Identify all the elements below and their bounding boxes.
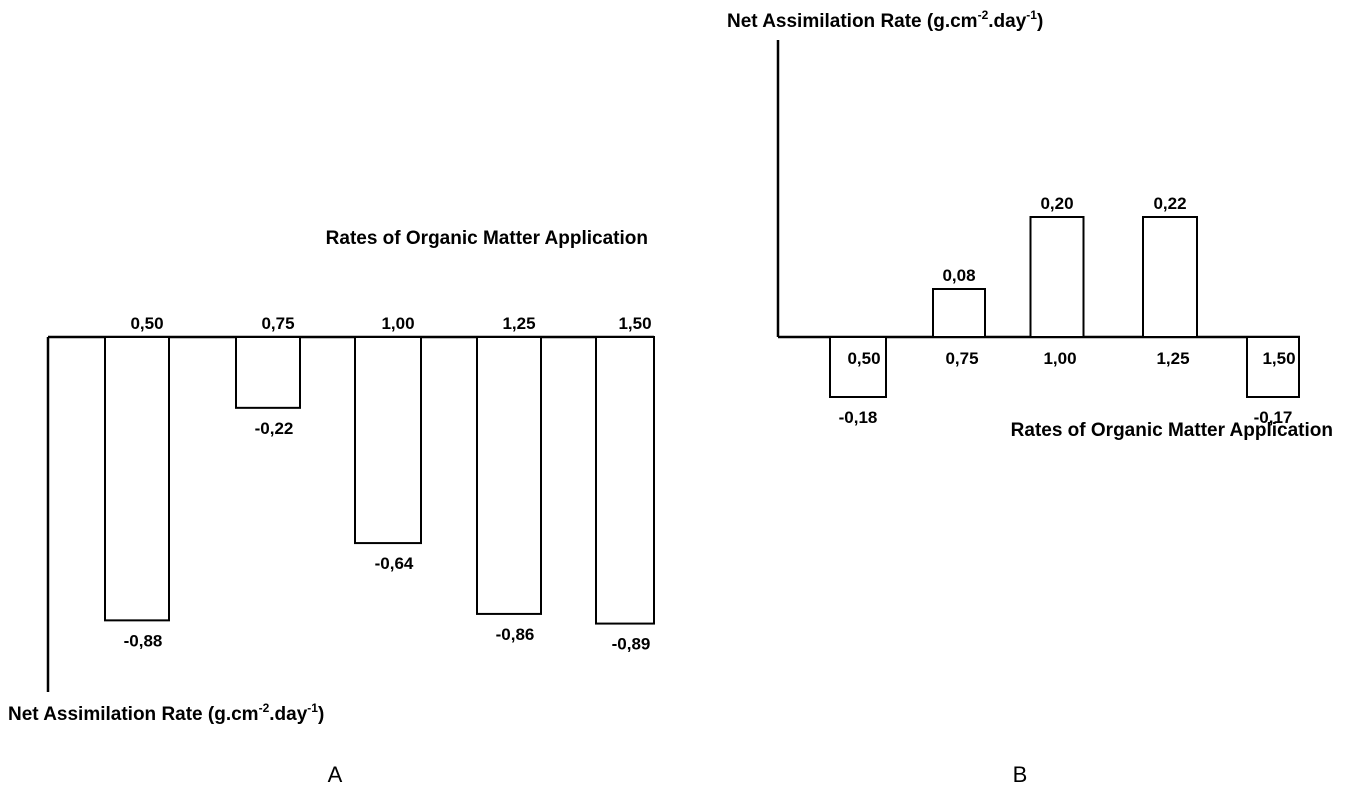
panel-b-label: B — [1013, 762, 1028, 787]
panel-b-ylabel-part3: ) — [1037, 11, 1043, 32]
panel-b-category-label: 1,00 — [1043, 349, 1076, 368]
panel-a-ylabel-sup1: -2 — [259, 701, 270, 715]
panel-b-category-label: 0,75 — [945, 349, 978, 368]
panel-b-y-axis-title: Net Assimilation Rate (g.cm-2.day-1) — [727, 8, 1043, 32]
panel-b-value-label: 0,20 — [1040, 194, 1073, 213]
panel-a-ylabel-part2: .day — [269, 704, 307, 725]
panel-a-value-label: -0,88 — [124, 631, 163, 650]
panel-b-category-labels: 0,50 0,75 1,00 1,25 1,50 — [847, 349, 1295, 368]
panel-b-category-label: 1,25 — [1156, 349, 1189, 368]
panel-a-value-label: -0,86 — [496, 625, 535, 644]
panel-b-value-label: 0,22 — [1153, 194, 1186, 213]
panel-b-bar — [1142, 216, 1198, 338]
panel-b-value-label: -0,17 — [1254, 408, 1293, 427]
panel-b-category-label: 1,50 — [1262, 349, 1295, 368]
panel-a-category-label: 1,50 — [618, 314, 651, 333]
panel-b-ylabel-part1: Net Assimilation Rate (g.cm — [727, 11, 978, 32]
panel-a-category-labels: 0,50 0,75 1,00 1,25 1,50 — [130, 314, 651, 333]
panel-a-ylabel-part3: ) — [318, 704, 324, 725]
panel-b-value-label: -0,18 — [839, 408, 878, 427]
panel-a-y-axis-title: Net Assimilation Rate (g.cm-2.day-1) — [8, 701, 324, 725]
panel-a-x-axis-title: Rates of Organic Matter Application — [326, 228, 648, 249]
panel-a-ylabel-part1: Net Assimilation Rate (g.cm — [8, 704, 259, 725]
panel-a-category-label: 0,50 — [130, 314, 163, 333]
panel-b-value-label: 0,08 — [942, 266, 975, 285]
panel-b-bar — [829, 336, 887, 398]
panel-b-bar — [932, 288, 986, 338]
panel-a-label: A — [328, 762, 343, 787]
panel-b: 0,50 0,75 1,00 1,25 1,50 -0,180,080,20 0,22-0… — [727, 8, 1333, 787]
panel-a-category-label: 1,25 — [502, 314, 535, 333]
panel-a-bar — [476, 336, 542, 615]
panel-a-ylabel-sup2: -1 — [307, 701, 318, 715]
panel-b-bars — [829, 216, 1300, 398]
panel-b-ylabel-sup1: -2 — [978, 8, 989, 22]
panel-a-bars — [104, 336, 655, 625]
panel-a-value-label: -0,22 — [255, 419, 294, 438]
panel-a-bar — [354, 336, 422, 545]
panel-a-category-label: 0,75 — [261, 314, 294, 333]
panel-a-value-label: -0,89 — [612, 635, 651, 654]
panel-b-category-label: 0,50 — [847, 349, 880, 368]
panel-a-bar — [235, 336, 301, 409]
panel-b-ylabel-part2: .day — [988, 11, 1026, 32]
panel-a-bar — [104, 336, 170, 622]
panel-a-value-label: -0,64 — [375, 554, 414, 573]
panel-a: 0,50 0,75 1,00 1,25 1,50 -0,88-0,22-0,64-0,8… — [8, 228, 655, 787]
panel-a-category-label: 1,00 — [381, 314, 414, 333]
panel-b-bar — [1246, 336, 1300, 398]
panel-a-bar — [595, 336, 655, 625]
panel-b-bar — [1029, 216, 1085, 338]
panel-b-value-labels: -0,18 0,08 0,20 0,22 -0,17 — [839, 194, 1293, 427]
panel-b-ylabel-sup2: -1 — [1026, 8, 1037, 22]
panel-b-x-axis-title: Rates of Organic Matter Application — [1011, 420, 1333, 441]
panel-a-value-labels: -0,88 -0,22 -0,64 -0,86 -0,89 — [124, 419, 651, 654]
